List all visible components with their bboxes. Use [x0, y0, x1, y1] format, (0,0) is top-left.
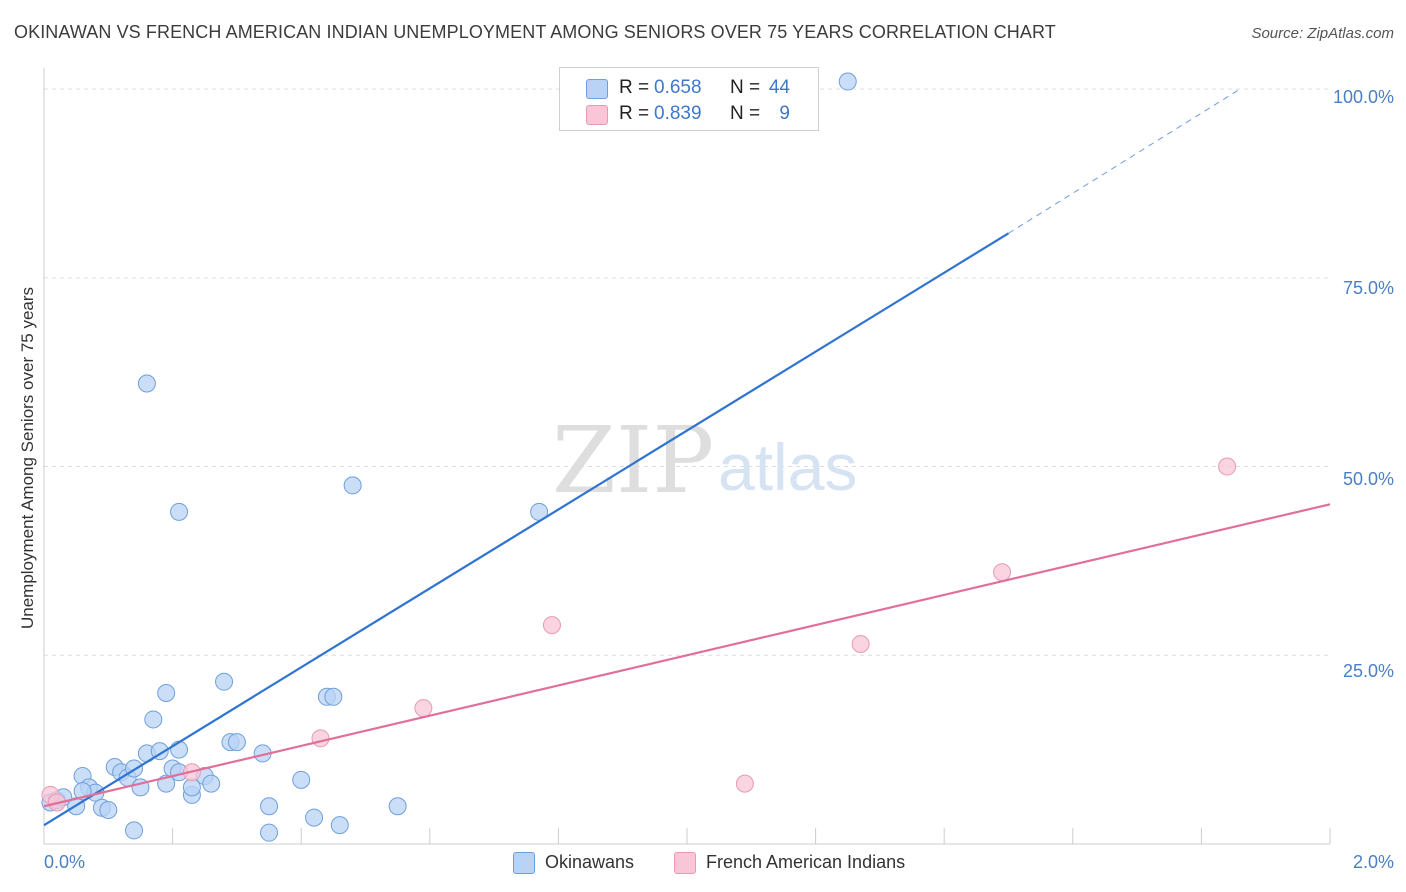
r-label: R =	[619, 77, 650, 98]
okinawan-point	[150, 742, 169, 761]
french-point	[311, 729, 330, 748]
french-point	[993, 563, 1012, 582]
legend-label: French American Indians	[706, 852, 906, 872]
n-label: N =	[730, 77, 761, 98]
french-point	[542, 616, 561, 635]
r-value: 0.839	[654, 103, 702, 124]
okinawan-point	[157, 684, 176, 703]
french-point	[414, 699, 433, 718]
watermark-atlas: atlas	[718, 430, 857, 504]
source-label: Source: ZipAtlas.com	[1251, 25, 1394, 42]
french-trend-line	[43, 503, 1331, 808]
okinawan-point	[227, 733, 246, 752]
french-point	[851, 634, 870, 653]
okinawan-point	[388, 797, 407, 816]
okinawan-point	[324, 687, 343, 706]
y-tick-label-50: 50.0%	[1342, 469, 1394, 489]
n-value: 44	[768, 77, 790, 98]
okinawan-point	[260, 797, 279, 816]
n-label: N =	[730, 103, 761, 124]
y-tick-label-25: 25.0%	[1342, 661, 1394, 681]
legend-swatch-okinawans	[513, 852, 535, 874]
axes	[43, 68, 1331, 845]
watermark: ZIP atlas	[552, 407, 857, 514]
okinawan-point	[343, 476, 362, 495]
legend-label: Okinawans	[545, 852, 635, 872]
x-tick-label-min: 0.0%	[44, 852, 86, 872]
okinawan-trend-line	[43, 232, 1010, 827]
okinawan-point	[215, 672, 234, 691]
y-axis-label: Unemployment Among Seniors over 75 years	[18, 286, 37, 630]
r-value: 0.658	[654, 77, 702, 98]
chart-title: OKINAWAN VS FRENCH AMERICAN INDIAN UNEMP…	[14, 22, 1056, 42]
okinawan-point	[260, 823, 279, 842]
okinawan-point	[305, 808, 324, 827]
okinawan-point	[330, 816, 349, 835]
french-point	[735, 774, 754, 793]
okinawan-trend-extension	[1008, 88, 1241, 234]
r-label: R =	[619, 103, 650, 124]
okinawan-point	[99, 801, 118, 820]
x-tick-label-max: 2.0%	[1352, 852, 1394, 872]
okinawan-point	[292, 770, 311, 789]
french-points	[41, 457, 1237, 812]
okinawan-point	[144, 710, 163, 729]
okinawan-point	[170, 502, 189, 521]
french-swatch	[586, 105, 608, 125]
y-tick-label-75: 75.0%	[1342, 278, 1394, 298]
okinawan-point	[170, 740, 189, 759]
okinawan-point	[202, 774, 221, 793]
okinawan-swatch	[586, 79, 608, 99]
okinawan-point	[137, 374, 156, 393]
okinawan-point	[838, 72, 857, 91]
y-tick-label-100: 100.0%	[1332, 87, 1394, 107]
n-value: 9	[779, 103, 790, 124]
french-point	[1218, 457, 1237, 476]
okinawan-point	[125, 821, 144, 840]
legend-swatch-french	[674, 852, 696, 874]
trend-lines	[43, 88, 1331, 827]
grid-lines	[44, 88, 1330, 656]
stats-box: R = 0.658 N = 44 R = 0.839 N = 9	[559, 67, 819, 131]
